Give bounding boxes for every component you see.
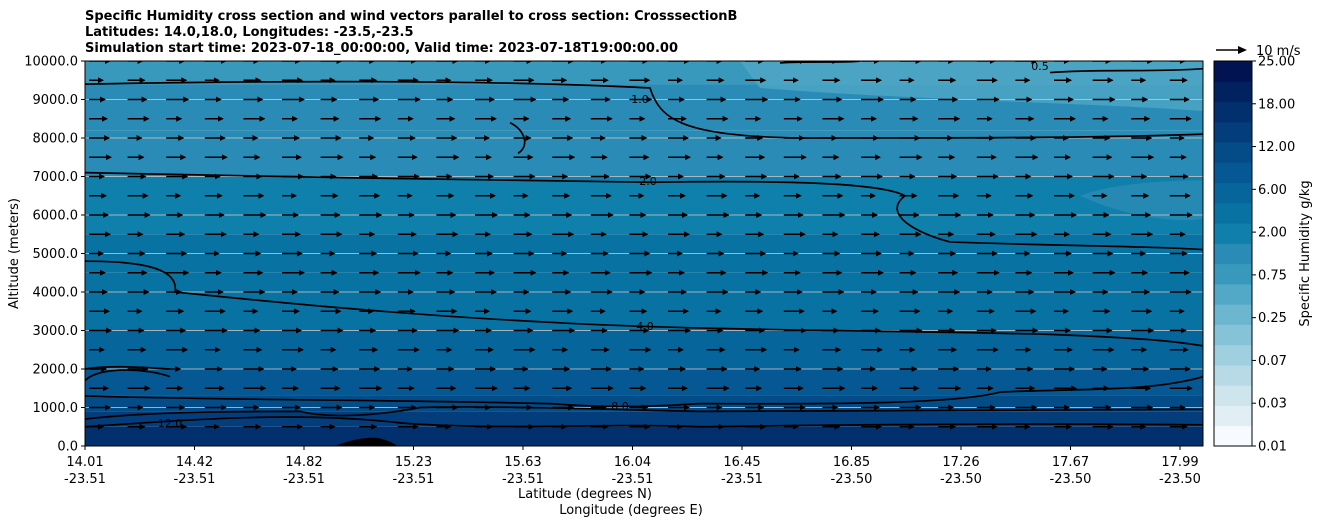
y-tick-label: 2000.0 (33, 363, 79, 378)
contour-label: 2.0 (639, 175, 657, 188)
x-tick-label-longitude: -23.50 (940, 472, 982, 487)
contour-label: 12.0 (158, 417, 183, 430)
x-tick-label-longitude: -23.51 (283, 472, 325, 487)
dry-region (1080, 180, 1203, 221)
x-tick-label-latitude: 14.42 (176, 455, 213, 470)
contour-label: 0.5 (1031, 60, 1049, 73)
y-tick-label: 4000.0 (33, 286, 79, 301)
x-tick-label-latitude: 15.63 (504, 455, 541, 470)
humidity-band (85, 176, 1203, 235)
humidity-band (85, 369, 1203, 396)
terrain (335, 437, 398, 446)
x-tick-label-latitude: 17.67 (1052, 455, 1089, 470)
colorbar-tick-label: 2.00 (1258, 226, 1287, 241)
chart-title: Specific Humidity cross section and wind… (85, 9, 738, 24)
y-tick-label: 0.0 (57, 440, 78, 455)
chart-subtitle-times: Simulation start time: 2023-07-18_00:00:… (85, 41, 678, 56)
colorbar-swatch (1214, 81, 1252, 103)
colorbar-swatch (1214, 283, 1252, 305)
x-tick-label-latitude: 16.85 (833, 455, 870, 470)
x-tick-label-latitude: 15.23 (395, 455, 432, 470)
x-tick-label-longitude: -23.51 (174, 472, 216, 487)
x-tick-label-longitude: -23.50 (1050, 472, 1092, 487)
contour-line (85, 365, 171, 370)
x-tick-label-latitude: 17.99 (1161, 455, 1198, 470)
humidity-band (85, 395, 1203, 412)
y-tick-label: 7000.0 (33, 170, 79, 185)
y-tick-label: 9000.0 (33, 93, 79, 108)
colorbar-tick-label: 12.00 (1258, 140, 1295, 155)
y-tick-label: 10000.0 (24, 55, 78, 70)
colorbar-swatch (1214, 202, 1252, 224)
colorbar-frame (1213, 60, 1253, 447)
contour-line (85, 260, 1203, 347)
y-tick-label: 3000.0 (33, 324, 79, 339)
x-tick-label-latitude: 14.01 (66, 455, 103, 470)
x-tick-label-longitude: -23.51 (502, 472, 544, 487)
colorbar-tick-label: 0.25 (1258, 311, 1287, 326)
humidity-band (85, 426, 1203, 446)
contour-line (85, 416, 1203, 428)
colorbar-swatch (1214, 223, 1252, 244)
colorbar-swatch (1214, 364, 1252, 386)
colorbar-tick-label: 6.00 (1258, 183, 1287, 198)
dry-region (740, 61, 1203, 112)
y-tick-label: 5000.0 (33, 247, 79, 262)
y-axis-label: Altitude (meters) (7, 198, 22, 309)
contour-line (85, 369, 171, 382)
contour-line (85, 406, 1203, 420)
x-tick-label-longitude: -23.51 (612, 472, 654, 487)
y-tick-label: 1000.0 (33, 401, 79, 416)
colorbar-tick-label: 18.00 (1258, 97, 1295, 112)
x-tick-label-longitude: -23.51 (393, 472, 435, 487)
contour-line (1049, 67, 1203, 74)
x-axis-label-longitude: Longitude (degrees E) (559, 503, 703, 518)
wind-reference-label: 10 m/s (1256, 44, 1301, 59)
x-tick-label-longitude: -23.50 (1159, 472, 1201, 487)
x-tick-label-latitude: 14.82 (285, 455, 322, 470)
colorbar-swatch (1214, 121, 1252, 143)
colorbar-swatch (1214, 405, 1252, 427)
chart-subtitle-latlon: Latitudes: 14.0,18.0, Longitudes: -23.5,… (85, 25, 414, 40)
colorbar-swatch (1214, 182, 1252, 204)
colorbar-swatch (1214, 162, 1252, 184)
colorbar-swatch (1214, 101, 1252, 123)
colorbar-swatch (1214, 243, 1252, 265)
colorbar-tick-label: 0.07 (1258, 354, 1287, 369)
colorbar-swatch (1214, 304, 1252, 325)
contour-line (85, 375, 1203, 408)
colorbar-tick-label: 0.01 (1258, 440, 1287, 455)
contour-line (85, 171, 1203, 251)
colorbar-swatch (1214, 61, 1252, 82)
x-axis-label-latitude: Latitude (degrees N) (518, 487, 652, 502)
colorbar-swatch (1214, 142, 1252, 163)
colorbar-swatch (1214, 324, 1252, 346)
y-tick-label: 8000.0 (33, 132, 79, 147)
colorbar-swatch (1214, 385, 1252, 406)
x-tick-label-latitude: 16.45 (723, 455, 760, 470)
colorbar-swatch (1214, 344, 1252, 366)
contour-label: 8.0 (611, 400, 629, 413)
colorbar-tick-label: 0.03 (1258, 397, 1287, 412)
colorbar-swatch (1214, 425, 1252, 447)
x-tick-label-longitude: -23.50 (831, 472, 873, 487)
y-tick-label: 6000.0 (33, 209, 79, 224)
colorbar-tick-label: 25.00 (1258, 55, 1295, 70)
x-tick-label-latitude: 16.04 (614, 455, 651, 470)
colorbar-label: Specific Humidity g/kg (1298, 180, 1313, 326)
x-tick-label-longitude: -23.51 (64, 472, 106, 487)
colorbar-swatch (1214, 263, 1252, 285)
wind-reference-arrowhead (1238, 46, 1247, 54)
colorbar-tick-label: 0.75 (1258, 268, 1287, 283)
x-tick-label-longitude: -23.51 (721, 472, 763, 487)
x-tick-label-latitude: 17.26 (942, 455, 979, 470)
